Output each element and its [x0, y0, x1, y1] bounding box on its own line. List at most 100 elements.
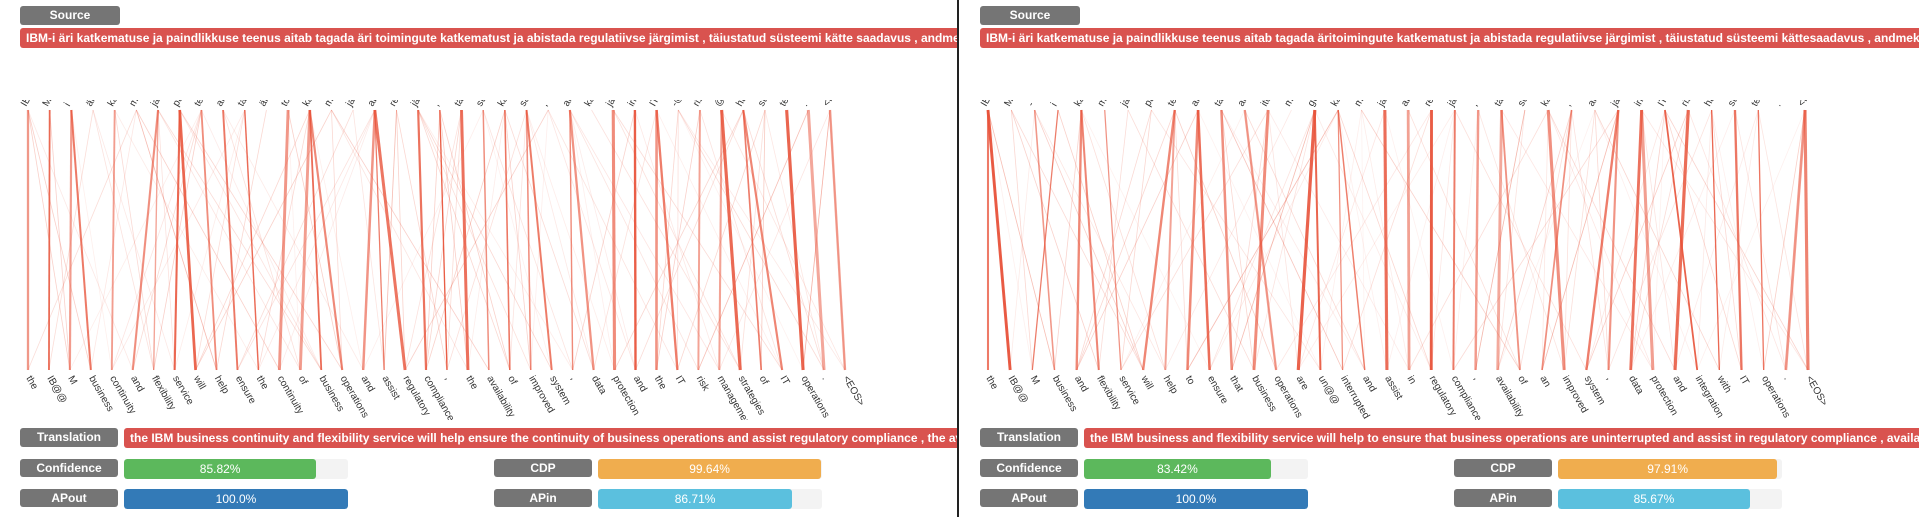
alignment-link	[179, 109, 343, 371]
alignment-link	[1080, 109, 1166, 371]
alignment-link	[612, 109, 783, 371]
alignment-link	[417, 109, 511, 371]
alignment-link	[1803, 109, 1810, 371]
alignment-link	[1641, 109, 1809, 371]
alignment-link	[1541, 109, 1549, 371]
translation-label: Translation	[980, 428, 1078, 447]
target-token: the	[254, 374, 271, 392]
alignment-link	[201, 109, 322, 371]
alignment-link	[986, 109, 1012, 371]
alignment-link	[222, 109, 301, 371]
source-token: andme	[561, 100, 586, 109]
alignment-link	[482, 109, 490, 371]
alignment-link	[1034, 109, 1144, 371]
alignment-link	[482, 109, 574, 371]
alignment-link	[48, 109, 51, 371]
source-token: ja	[604, 100, 618, 109]
alignment-link	[1127, 109, 1255, 371]
alignment-link	[48, 109, 51, 371]
source-token: kätte	[496, 100, 517, 109]
alignment-link	[1297, 109, 1386, 371]
alignment-link	[111, 109, 202, 371]
source-token: matuse	[1096, 100, 1122, 109]
alignment-link	[1711, 109, 1742, 371]
alignment-link	[718, 109, 723, 371]
alignment-link	[1120, 109, 1269, 371]
target-token: of	[296, 374, 310, 387]
apin-label: APin	[1454, 489, 1552, 507]
alignment-link	[1141, 109, 1176, 371]
alignment-link	[829, 109, 846, 371]
alignment-link	[27, 109, 92, 371]
alignment-link	[1687, 109, 1787, 371]
alignment-link	[1757, 109, 1809, 371]
alignment-link	[547, 109, 636, 371]
alignment-link	[633, 109, 637, 371]
alignment-link	[1711, 109, 1720, 371]
alignment-link	[482, 109, 490, 371]
alignment-link	[200, 109, 218, 371]
alignment-link	[509, 109, 527, 371]
alignment-link	[1384, 109, 1454, 371]
source-token: gute	[1306, 100, 1325, 109]
target-token: risk	[694, 374, 712, 394]
alignment-link	[1297, 109, 1456, 371]
target-token: are	[1294, 374, 1311, 392]
alignment-link	[1033, 109, 1056, 371]
alignment-link	[157, 109, 322, 371]
apin-fill: 86.71%	[598, 489, 793, 509]
alignment-link	[195, 109, 246, 371]
source-token: -@@	[669, 100, 690, 109]
apout-fill: 100.0%	[1084, 489, 1308, 509]
alignment-link	[222, 109, 239, 371]
target-token: will	[190, 373, 207, 391]
alignment-link	[1541, 109, 1619, 371]
alignment-link	[258, 109, 376, 371]
alignment-link	[1386, 109, 1456, 371]
alignment-link	[92, 109, 155, 371]
alignment-link	[656, 109, 783, 371]
alignment-link	[1034, 109, 1166, 371]
alignment-link	[1337, 109, 1388, 371]
source-token: ,	[539, 101, 550, 109]
alignment-link	[1383, 109, 1389, 371]
source-token: äri	[84, 100, 99, 109]
alignment-link	[1054, 109, 1082, 371]
target-token: the	[652, 374, 669, 392]
alignment-link	[569, 109, 615, 371]
target-token: the	[463, 374, 480, 392]
alignment-link	[1010, 109, 1144, 371]
source-token: <EOS>	[1796, 100, 1822, 109]
alignment-link	[569, 109, 574, 371]
alignment-link	[298, 109, 312, 371]
source-token: .	[799, 101, 810, 109]
alignment-link	[720, 109, 742, 371]
alignment-link	[1296, 109, 1317, 371]
source-token: strateegia@@	[756, 100, 798, 109]
alignment-link	[1174, 109, 1188, 371]
alignment-link	[361, 109, 377, 371]
target-token: and	[1072, 374, 1090, 394]
alignment-link	[987, 109, 1033, 371]
alignment-link	[697, 109, 809, 371]
alignment-link	[1640, 109, 1655, 371]
alignment-link	[742, 109, 762, 371]
source-token: ,	[1469, 101, 1480, 109]
alignment-link	[1541, 109, 1619, 371]
alignment-link	[417, 109, 532, 371]
alignment-link	[1664, 109, 1699, 371]
attention-alignment-graph: IB@@M-@@iärikatke@@matusejapaindlikkuset…	[19, 100, 866, 420]
alignment-link	[987, 109, 1011, 371]
alignment-link	[1314, 109, 1432, 371]
alignment-link	[153, 109, 159, 371]
alignment-link	[195, 109, 311, 371]
alignment-link	[677, 109, 804, 371]
cdp-bar: 97.91%	[1558, 459, 1782, 479]
alignment-link	[1267, 109, 1410, 371]
alignment-link	[1313, 109, 1322, 371]
target-token: <EOS>	[840, 374, 866, 408]
alignment-link	[1453, 109, 1479, 371]
alignment-link	[526, 109, 553, 371]
target-token: the	[983, 374, 1000, 392]
alignment-link	[987, 109, 1055, 371]
